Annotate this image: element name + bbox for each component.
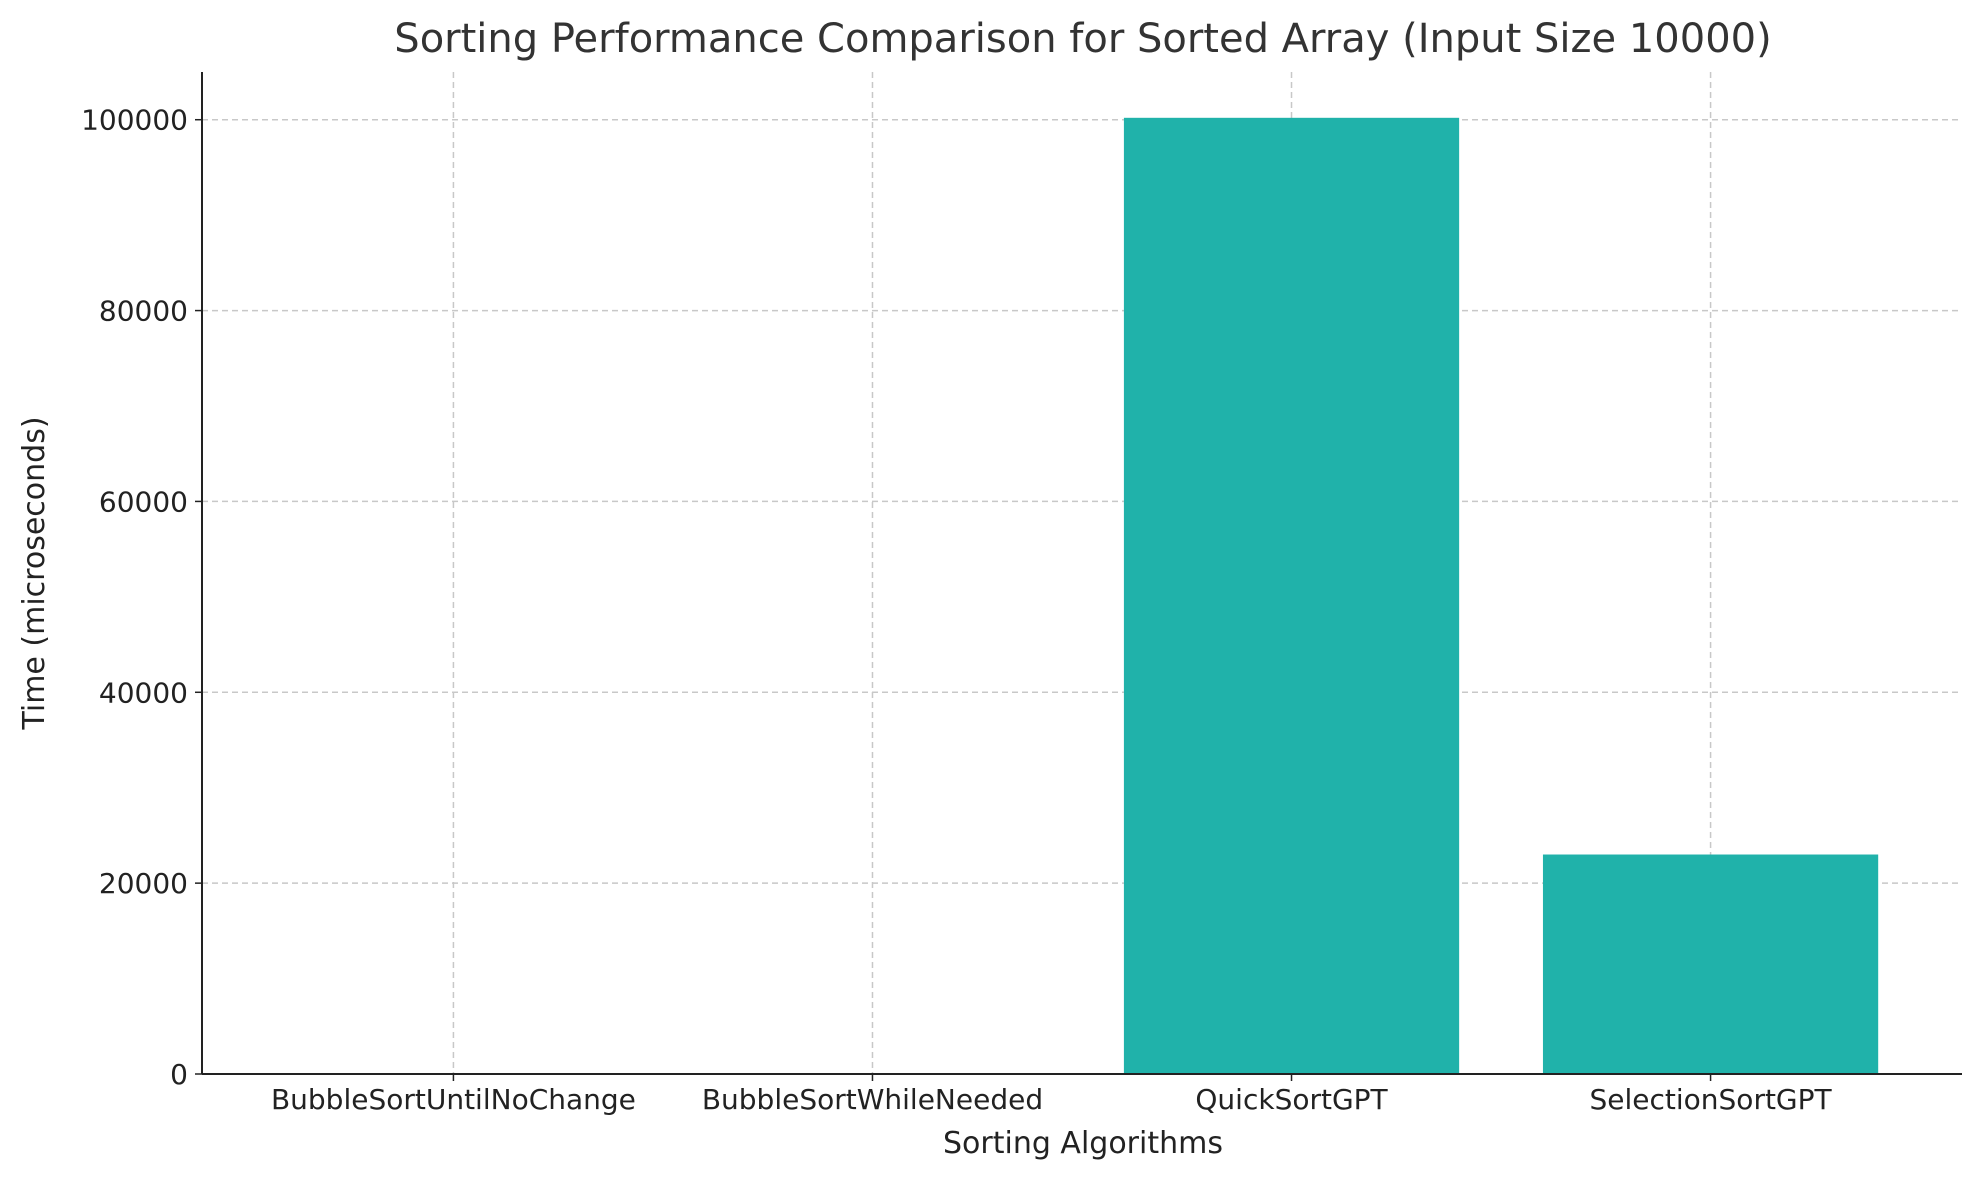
bars [1123, 117, 1879, 1074]
y-tick-label: 0 [170, 1058, 188, 1091]
bar [1123, 117, 1460, 1074]
bar [1542, 854, 1879, 1074]
chart-title: Sorting Performance Comparison for Sorte… [394, 16, 1771, 62]
x-axis-label: Sorting Algorithms [943, 1126, 1223, 1161]
x-tick-label: BubbleSortUntilNoChange [271, 1083, 636, 1116]
x-tick-label: BubbleSortWhileNeeded [702, 1083, 1043, 1116]
y-axis-label: Time (microseconds) [17, 416, 52, 730]
x-tick-label: SelectionSortGPT [1590, 1083, 1833, 1116]
y-tick-label: 40000 [99, 676, 188, 709]
y-tick-label: 20000 [99, 867, 188, 900]
y-tick-label: 60000 [99, 485, 188, 518]
tick-labels: 0 20000 40000 60000 80000 100000 BubbleSortUnt… [81, 104, 1832, 1116]
y-tick-label: 100000 [81, 104, 188, 137]
x-tick-label: QuickSortGPT [1195, 1083, 1388, 1116]
axes [195, 72, 1962, 1081]
y-tick-label: 80000 [99, 295, 188, 328]
